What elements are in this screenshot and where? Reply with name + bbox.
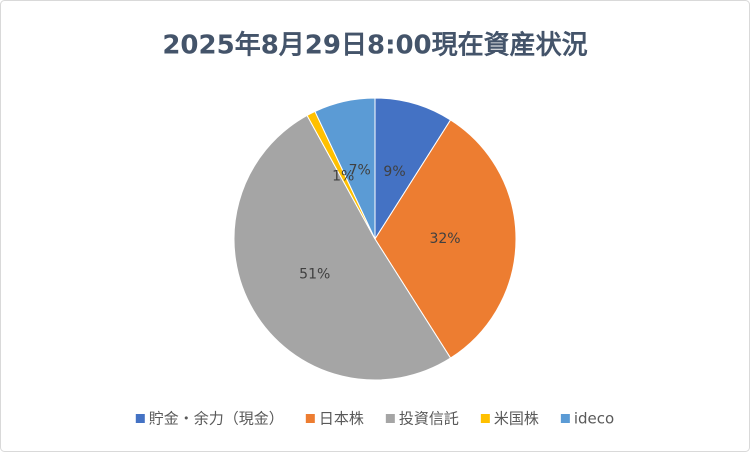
pie-slice	[374, 119, 517, 359]
legend-label: ideco	[574, 410, 614, 428]
legend-swatch	[560, 414, 570, 423]
legend-label: 米国株	[494, 410, 539, 428]
data-label: 32%	[429, 231, 460, 247]
legend: 貯金・余力（現金） 日本株 投資信託 米国株 ideco	[135, 410, 614, 428]
pie-slice	[314, 97, 376, 240]
legend-swatch	[385, 414, 395, 423]
legend-label: 投資信託	[399, 410, 459, 428]
pie: 9% 32% 51% 1%7%	[233, 97, 517, 381]
data-label: 9%	[383, 164, 405, 180]
legend-label: 貯金・余力（現金）	[149, 410, 284, 428]
legend-swatch	[480, 414, 490, 423]
data-label: 51%	[299, 267, 330, 283]
legend-swatch	[135, 414, 145, 423]
pie-slice	[374, 97, 452, 241]
chart-title: 2025年8月29日8:00現在資産状況	[162, 30, 587, 61]
data-label: 7%	[349, 163, 371, 179]
data-label: 1%	[332, 169, 354, 185]
pie-slice	[233, 114, 452, 381]
legend-label: 日本株	[319, 410, 364, 428]
legend-swatch	[305, 414, 315, 423]
